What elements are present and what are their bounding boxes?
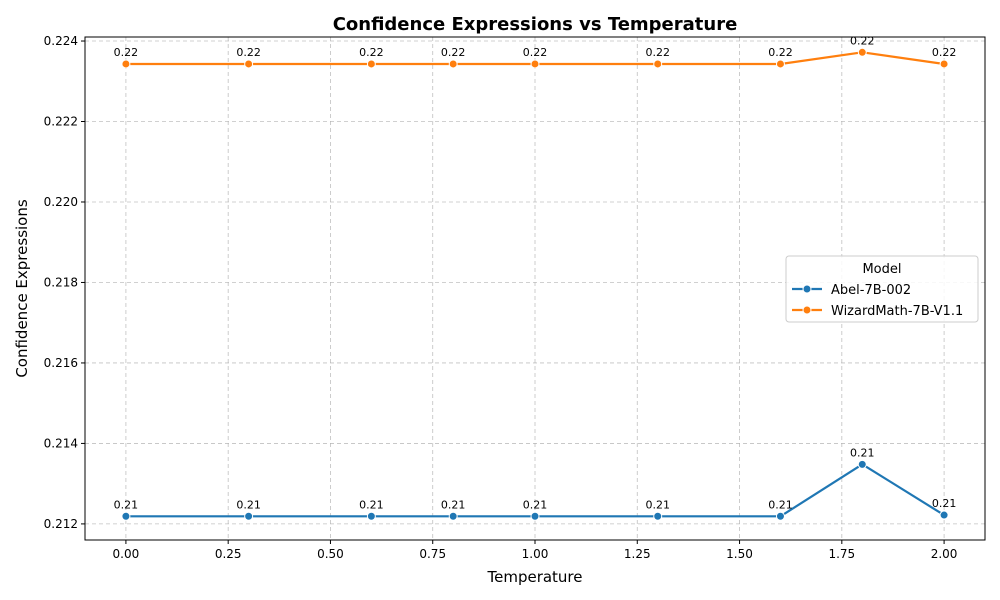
data-point — [244, 511, 254, 521]
y-tick-label: 0.220 — [44, 195, 78, 209]
data-label: 0.21 — [932, 497, 957, 510]
x-axis-label: Temperature — [486, 568, 582, 586]
data-label: 0.22 — [441, 46, 466, 59]
data-point — [366, 511, 376, 521]
legend-label: Abel-7B-002 — [831, 283, 911, 298]
data-point — [653, 511, 663, 521]
data-label: 0.21 — [768, 498, 793, 511]
y-tick-label: 0.214 — [44, 436, 78, 450]
x-tick-label: 1.50 — [726, 547, 753, 561]
legend: Model Abel-7B-002 WizardMath-7B-V1.1 — [785, 255, 979, 323]
series-abel-7b-002: 0.21 0.21 0.21 0.21 0.21 0.21 0.21 0.21 0.21 — [114, 446, 957, 521]
ticks: 0.00 0.25 0.50 0.75 1.00 1.25 1.50 1.75 2.00 0.21… — [44, 34, 958, 561]
data-label: 0.22 — [850, 34, 875, 47]
data-label: 0.21 — [523, 498, 548, 511]
y-axis-label: Confidence Expressions — [13, 199, 31, 378]
x-tick-label: 0.75 — [419, 547, 446, 561]
data-label: 0.22 — [114, 46, 139, 59]
data-point — [939, 510, 949, 520]
x-tick-label: 2.00 — [931, 547, 958, 561]
data-point — [530, 511, 540, 521]
x-tick-label: 0.25 — [215, 547, 242, 561]
legend-swatch-marker — [802, 305, 812, 315]
data-point — [939, 59, 949, 69]
data-point — [530, 59, 540, 69]
data-point — [448, 59, 458, 69]
data-label: 0.22 — [768, 46, 793, 59]
data-point — [448, 511, 458, 521]
y-tick-label: 0.218 — [44, 275, 78, 289]
y-tick-label: 0.216 — [44, 356, 78, 370]
data-label: 0.21 — [850, 446, 875, 459]
x-tick-label: 0.50 — [317, 547, 344, 561]
y-tick-label: 0.224 — [44, 34, 78, 48]
legend-label: WizardMath-7B-V1.1 — [831, 304, 963, 319]
grid — [85, 37, 985, 540]
data-point — [121, 59, 131, 69]
x-tick-label: 1.25 — [624, 547, 651, 561]
data-label: 0.21 — [236, 498, 261, 511]
x-tick-label: 1.75 — [828, 547, 855, 561]
data-label: 0.21 — [441, 498, 466, 511]
data-point — [653, 59, 663, 69]
data-point — [775, 511, 785, 521]
x-tick-label: 0.00 — [113, 547, 140, 561]
data-label: 0.22 — [236, 46, 261, 59]
y-tick-label: 0.212 — [44, 517, 78, 531]
data-point — [775, 59, 785, 69]
legend-box — [785, 255, 979, 323]
data-label: 0.22 — [932, 46, 957, 59]
series-wizardmath-7b-v1-1: 0.22 0.22 0.22 0.22 0.22 0.22 0.22 0.22 0.22 — [114, 34, 957, 69]
data-point — [244, 59, 254, 69]
legend-title: Model — [862, 262, 901, 277]
data-label: 0.21 — [114, 498, 139, 511]
legend-swatch-marker — [802, 284, 812, 294]
chart-title: Confidence Expressions vs Temperature — [333, 14, 738, 35]
data-point — [121, 511, 131, 521]
data-label: 0.22 — [645, 46, 670, 59]
data-point — [857, 459, 867, 469]
x-tick-label: 1.00 — [522, 547, 549, 561]
series-layer: 0.21 0.21 0.21 0.21 0.21 0.21 0.21 0.21 0.21 0.22… — [114, 34, 957, 521]
data-point — [857, 47, 867, 57]
legend-entries: Abel-7B-002 WizardMath-7B-V1.1 — [792, 283, 963, 319]
data-label: 0.21 — [359, 498, 384, 511]
data-label: 0.21 — [645, 498, 670, 511]
y-tick-label: 0.222 — [44, 115, 78, 129]
data-point — [366, 59, 376, 69]
data-label: 0.22 — [523, 46, 548, 59]
data-label: 0.22 — [359, 46, 384, 59]
